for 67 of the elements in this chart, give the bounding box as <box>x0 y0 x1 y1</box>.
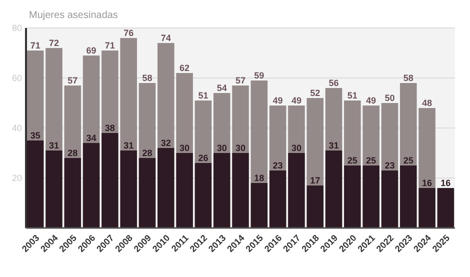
bar <box>325 150 342 228</box>
total-label: 62 <box>180 63 190 73</box>
total-label: 71 <box>104 40 115 50</box>
total-label: 49 <box>272 96 283 106</box>
data-label: 26 <box>198 153 208 163</box>
bar <box>26 140 44 228</box>
total-label: 57 <box>235 76 246 86</box>
data-label: 30 <box>291 143 302 153</box>
data-label: 18 <box>254 173 264 183</box>
total-label: 76 <box>124 28 134 38</box>
data-label: 34 <box>86 133 96 143</box>
bar <box>381 103 398 170</box>
total-label: 57 <box>68 76 78 86</box>
bar <box>269 106 286 170</box>
data-label: 28 <box>142 148 152 158</box>
data-label: 16 <box>422 178 432 188</box>
data-label: 38 <box>104 123 115 133</box>
total-label: 54 <box>216 83 227 93</box>
bar <box>437 188 454 228</box>
data-label: 17 <box>310 176 320 186</box>
bar <box>232 86 249 153</box>
total-label: 48 <box>422 98 432 108</box>
data-label: 32 <box>160 138 171 148</box>
bar <box>325 88 342 150</box>
total-label: 50 <box>384 93 395 103</box>
total-label: 72 <box>48 38 59 48</box>
total-label: 69 <box>86 46 96 56</box>
bar <box>269 170 286 228</box>
data-label: 28 <box>68 148 78 158</box>
data-label: 31 <box>328 140 339 150</box>
data-label: 30 <box>216 143 227 153</box>
bar <box>232 153 249 228</box>
total-label: 71 <box>30 40 40 50</box>
total-label: 74 <box>160 33 171 43</box>
data-label: 31 <box>48 140 59 150</box>
data-label: 23 <box>272 160 283 170</box>
total-label: 51 <box>347 90 358 100</box>
bar <box>213 153 230 228</box>
data-label: 30 <box>180 143 190 153</box>
total-label: 49 <box>291 96 302 106</box>
data-label: 31 <box>124 140 134 150</box>
data-label: 35 <box>30 130 40 140</box>
data-label: 25 <box>347 156 358 166</box>
bar <box>82 143 100 228</box>
data-label: 25 <box>366 156 376 166</box>
bar <box>26 50 44 140</box>
data-label: 25 <box>403 156 414 166</box>
data-label: 16 <box>440 178 451 188</box>
bar <box>194 100 212 163</box>
total-label: 59 <box>254 70 264 80</box>
total-label: 58 <box>403 73 414 83</box>
bar <box>82 56 100 143</box>
total-label: 51 <box>198 90 208 100</box>
total-label: 49 <box>366 96 376 106</box>
total-label: 56 <box>328 78 339 88</box>
total-label: 58 <box>142 73 152 83</box>
bar <box>138 158 156 228</box>
bar <box>250 183 268 228</box>
total-label: 52 <box>310 88 320 98</box>
data-label: 30 <box>235 143 246 153</box>
bar <box>250 80 268 183</box>
y-axis-title: Mujeres asesinadas <box>29 10 118 21</box>
bar <box>138 83 156 158</box>
bar <box>381 170 398 228</box>
bar <box>213 93 230 153</box>
bar <box>194 163 212 228</box>
data-label: 23 <box>384 160 395 170</box>
